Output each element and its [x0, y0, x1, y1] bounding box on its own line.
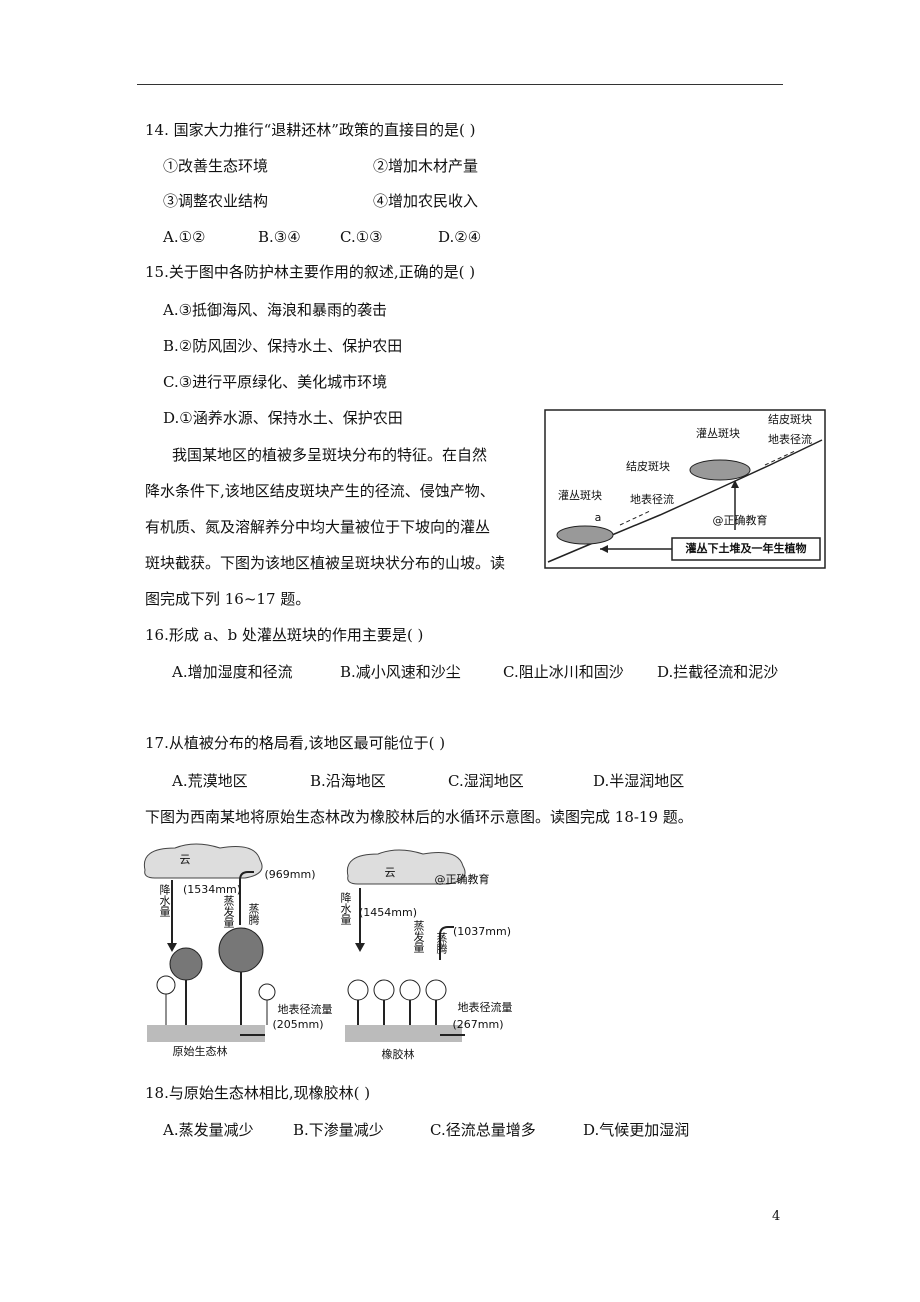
q15-option: C.③进行平原绿化、美化城市环境	[163, 373, 388, 391]
passage-line: 斑块截获。下图为该地区植被呈斑块状分布的山坡。读	[145, 554, 506, 572]
q18-option: C.径流总量增多	[430, 1121, 536, 1139]
q15-option: B.②防风固沙、保持水土、保护农田	[163, 337, 403, 355]
figure2-label: 蒸腾	[435, 932, 448, 955]
q14-option: B.③④	[258, 228, 301, 246]
figure2-label: 降水量	[158, 883, 171, 917]
figure2-label: 原始生态林	[173, 1044, 228, 1058]
figure1-label: a	[595, 511, 602, 524]
q16-stem: 16.形成 a、b 处灌丛斑块的作用主要是( )	[145, 626, 424, 644]
figure2-label: 地表径流量	[458, 1000, 513, 1014]
q14-option: D.②④	[438, 228, 482, 246]
top-rule	[137, 84, 783, 85]
q14-item: ①改善生态环境	[163, 157, 269, 175]
figure1-label: 结皮斑块	[626, 460, 670, 473]
q14-item: ②增加木材产量	[373, 157, 479, 175]
figure1-label: 地表径流	[768, 432, 812, 446]
figure2-label: (1037mm)	[453, 925, 511, 938]
q17-option: A.荒漠地区	[172, 772, 248, 790]
figure2-label: (1454mm)	[359, 906, 417, 919]
figure2-label: 降水量	[339, 891, 352, 925]
passage-line: 我国某地区的植被多呈斑块分布的特征。在自然	[172, 446, 488, 464]
figure1-label: 灌丛斑块	[696, 427, 740, 440]
page-number: 4	[772, 1209, 781, 1224]
figure2-label: 云	[180, 853, 191, 866]
figure2-label: (205mm)	[272, 1018, 323, 1031]
q14-option: C.①③	[340, 228, 383, 246]
q14-stem: 14. 国家大力推行“退耕还林”政策的直接目的是( )	[145, 121, 476, 139]
q15-option: D.①涵养水源、保持水土、保护农田	[163, 409, 403, 427]
passage-line: 有机质、氮及溶解养分中均大量被位于下坡向的灌丛	[145, 518, 491, 536]
figure2-label: 云	[385, 866, 396, 879]
q15-option: A.③抵御海风、海浪和暴雨的袭击	[163, 301, 388, 319]
q15-stem: 15.关于图中各防护林主要作用的叙述,正确的是( )	[145, 263, 476, 281]
q17-option: B.沿海地区	[310, 772, 386, 790]
q18-option: A.蒸发量减少	[163, 1121, 254, 1139]
q17-stem: 17.从植被分布的格局看,该地区最可能位于( )	[145, 734, 446, 752]
figure2-label: (267mm)	[452, 1018, 503, 1031]
q17-option: C.湿润地区	[448, 772, 524, 790]
q16-option: D.拦截径流和泥沙	[657, 663, 779, 681]
q16-options: A.增加湿度和径流 B.减小风速和沙尘 C.阻止冰川和固沙 D.拦截径流和泥沙	[172, 654, 792, 690]
passage-line: 降水条件下,该地区结皮斑块产生的径流、侵蚀产物、	[145, 482, 495, 500]
intro: 下图为西南某地将原始生态林改为橡胶林后的水循环示意图。读图完成 18-19 题。	[145, 808, 693, 826]
figure2-label: (1534mm)	[183, 883, 241, 896]
figure1-label: 地表径流	[630, 492, 674, 506]
watermark: @正确教育	[435, 872, 490, 886]
watermark: @正确教育	[713, 513, 768, 527]
figure1-label: 灌丛斑块	[558, 489, 602, 502]
q18-option: D.气候更加湿润	[583, 1121, 690, 1139]
q18-option: B.下渗量减少	[293, 1121, 384, 1139]
figure2-label: 蒸腾	[247, 903, 260, 926]
figure2-label: 蒸发量	[412, 920, 425, 953]
figure2-label: 地表径流量	[278, 1002, 333, 1016]
q16-option: C.阻止冰川和固沙	[503, 663, 624, 681]
q14-item: ③调整农业结构	[163, 192, 269, 210]
figure2-label: 橡胶林	[382, 1047, 415, 1061]
figure2-label: (969mm)	[264, 868, 315, 881]
figure-rubber: 云 @正确教育 降水量 (1454mm) 蒸发量 蒸腾 (1037mm) 地表径…	[339, 849, 513, 1061]
passage-line: 图完成下列 16~17 题。	[145, 590, 311, 608]
q16-option: B.减小风速和沙尘	[340, 663, 461, 681]
figure-forest: 云 降水量 (1534mm) 蒸发量 蒸腾 (969mm) 地表径流量 (205…	[143, 843, 333, 1058]
figure-slope: 结皮斑块 地表径流 灌丛斑块 结皮斑块 地表径流 灌丛斑块 a @正确教育 灌丛…	[544, 409, 826, 569]
q16-option: A.增加湿度和径流	[172, 663, 293, 681]
figure2-label: 蒸发量	[222, 895, 235, 928]
figure1-label: 结皮斑块	[768, 413, 812, 426]
q18-stem: 18.与原始生态林相比,现橡胶林( )	[145, 1084, 371, 1102]
q14-option: A.①②	[163, 228, 206, 246]
q17-option: D.半湿润地区	[593, 772, 685, 790]
q14-item: ④增加农民收入	[373, 192, 479, 210]
figure1-label: 灌丛下土堆及一年生植物	[686, 541, 807, 555]
